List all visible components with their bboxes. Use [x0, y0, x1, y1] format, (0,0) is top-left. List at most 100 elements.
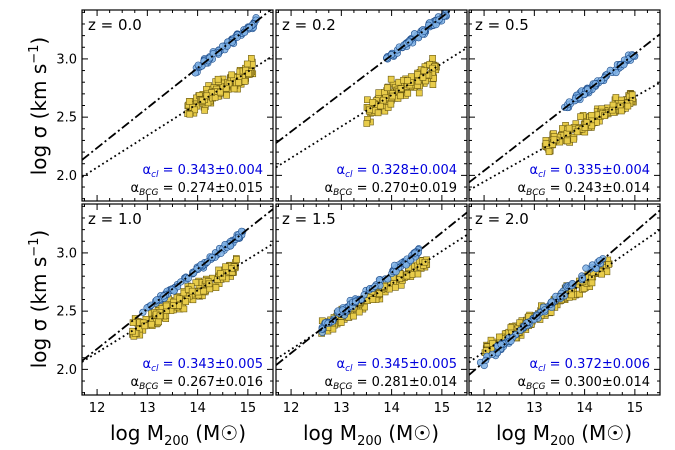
- alpha-cl-label: αcl = 0.343±0.005: [142, 357, 263, 374]
- bcg-point: [222, 84, 230, 92]
- cluster-point: [582, 264, 590, 272]
- bcg-point: [429, 55, 436, 62]
- bcg-point: [217, 270, 224, 277]
- bcg-point: [598, 270, 606, 278]
- alpha-bcg-label: αBCG = 0.270±0.019: [325, 181, 458, 198]
- bcg-point: [369, 99, 377, 106]
- bcg-point: [588, 111, 595, 119]
- bcg-point: [612, 94, 620, 101]
- bcg-point: [194, 288, 202, 296]
- alpha-cl-label: αcl = 0.335±0.004: [529, 163, 650, 180]
- y-axis-label-bottom: log σ (km s−1): [27, 230, 51, 369]
- bcg-point: [414, 71, 421, 78]
- cluster-point: [153, 296, 161, 304]
- bcg-point: [429, 81, 437, 88]
- bcg-point: [396, 92, 404, 100]
- alpha-bcg-label: αBCG = 0.267±0.016: [131, 375, 264, 392]
- bcg-point: [581, 124, 589, 131]
- x-tick-label: 12: [89, 401, 106, 416]
- bcg-point: [129, 319, 137, 326]
- alpha-cl-label: αcl = 0.345±0.005: [336, 357, 457, 374]
- bcg-point: [188, 287, 196, 295]
- x-tick-label: 12: [476, 401, 493, 416]
- bcg-point: [203, 92, 211, 100]
- bcg-point: [392, 284, 399, 291]
- bcg-point: [201, 107, 208, 114]
- bcg-point: [141, 322, 149, 330]
- plot-area: [276, 211, 467, 366]
- bcg-point: [248, 55, 255, 62]
- alpha-bcg-label: αBCG = 0.243±0.014: [518, 181, 651, 198]
- x-tick-label: 15: [240, 401, 257, 416]
- x-tick-label: 12: [283, 401, 300, 416]
- bcg-point: [170, 302, 177, 309]
- bcg-point: [228, 71, 235, 79]
- bcg-point: [545, 148, 553, 156]
- bcg-point: [186, 110, 194, 118]
- bcg-point: [403, 272, 411, 280]
- bcg-point: [191, 106, 199, 114]
- x-tick-label: 13: [139, 401, 156, 416]
- cluster-point: [578, 274, 587, 282]
- bcg-point: [337, 319, 345, 326]
- y-tick-label: 2.5: [56, 111, 77, 126]
- bcg-point: [176, 295, 183, 303]
- bcg-point: [185, 98, 193, 105]
- bcg-point: [235, 79, 242, 86]
- bcg-point: [222, 263, 229, 271]
- x-tick-label: 13: [333, 401, 350, 416]
- bcg-point: [628, 91, 636, 99]
- cluster-fit-line: [276, 10, 453, 144]
- alpha-cl-label: αcl = 0.372±0.006: [529, 357, 650, 374]
- bcg-point: [192, 279, 200, 287]
- bcg-point: [573, 128, 581, 136]
- cluster-fit-line: [469, 209, 660, 376]
- bcg-point: [507, 324, 515, 331]
- bcg-point: [355, 308, 363, 316]
- bcg-point: [383, 84, 391, 92]
- panel-label: z = 0.0: [88, 16, 142, 34]
- bcg-point: [618, 107, 625, 115]
- cluster-fit-line: [82, 208, 273, 362]
- bcg-point: [542, 140, 550, 147]
- y-tick-label: 3.0: [56, 246, 77, 261]
- bcg-point: [414, 270, 422, 278]
- plot-area: [82, 10, 273, 178]
- alpha-bcg-label: αBCG = 0.300±0.014: [518, 375, 651, 392]
- bcg-point: [212, 284, 220, 291]
- bcg-point: [233, 256, 240, 263]
- cluster-point: [612, 68, 620, 77]
- bcg-point: [397, 85, 405, 92]
- x-axis-label-right: log M200 (M☉): [496, 421, 632, 449]
- bcg-point: [570, 135, 578, 143]
- panel-label: z = 0.2: [282, 16, 336, 34]
- x-axis-label-left: log M200 (M☉): [110, 421, 246, 449]
- bcg-point: [162, 302, 170, 310]
- bcg-fit-line: [82, 55, 273, 178]
- bcg-point: [404, 89, 412, 97]
- bcg-point: [230, 85, 238, 93]
- bcg-point: [155, 318, 162, 326]
- x-tick-label: 14: [576, 401, 593, 416]
- bcg-point: [350, 312, 357, 320]
- x-tick-label: 15: [434, 401, 451, 416]
- bcg-point: [565, 124, 573, 132]
- bcg-point: [588, 279, 596, 287]
- bcg-point: [577, 113, 584, 121]
- panel-label: z = 1.0: [88, 210, 142, 228]
- bcg-point: [148, 320, 155, 328]
- panel-label: z = 2.0: [475, 210, 529, 228]
- cluster-point: [488, 350, 496, 358]
- bcg-point: [389, 92, 396, 100]
- x-tick-label: 14: [383, 401, 400, 416]
- bcg-point: [180, 305, 188, 313]
- bcg-point: [363, 120, 371, 127]
- plot-area: [469, 209, 660, 376]
- bcg-point: [375, 89, 383, 96]
- bcg-point: [415, 89, 423, 97]
